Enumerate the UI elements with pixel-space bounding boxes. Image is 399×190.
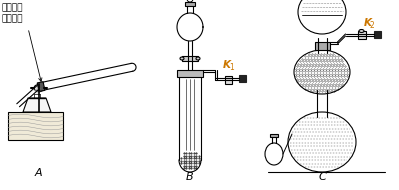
Ellipse shape	[187, 0, 193, 2]
Bar	[373, 31, 381, 38]
Text: K: K	[223, 60, 231, 70]
Ellipse shape	[288, 112, 356, 172]
Bar	[358, 31, 365, 39]
Text: 2: 2	[369, 21, 374, 30]
Bar	[185, 2, 195, 6]
Ellipse shape	[34, 85, 44, 92]
Ellipse shape	[180, 57, 184, 60]
Bar	[8, 112, 63, 140]
Text: 氯酸钒和
二氧化锤: 氯酸钒和 二氧化锤	[2, 3, 24, 24]
Text: A: A	[34, 168, 42, 178]
Bar	[270, 134, 278, 137]
Bar	[314, 42, 330, 50]
Text: 1: 1	[229, 63, 234, 72]
Ellipse shape	[359, 29, 364, 32]
Polygon shape	[37, 82, 45, 92]
Bar	[177, 70, 203, 77]
Ellipse shape	[294, 50, 350, 94]
Ellipse shape	[196, 57, 200, 60]
Text: K: K	[363, 18, 371, 28]
Ellipse shape	[298, 0, 346, 34]
Text: C: C	[318, 172, 326, 182]
Text: B: B	[186, 172, 194, 182]
Ellipse shape	[265, 143, 283, 165]
Polygon shape	[23, 98, 51, 112]
Bar	[182, 56, 198, 61]
Bar	[239, 75, 246, 82]
Bar	[225, 76, 232, 84]
